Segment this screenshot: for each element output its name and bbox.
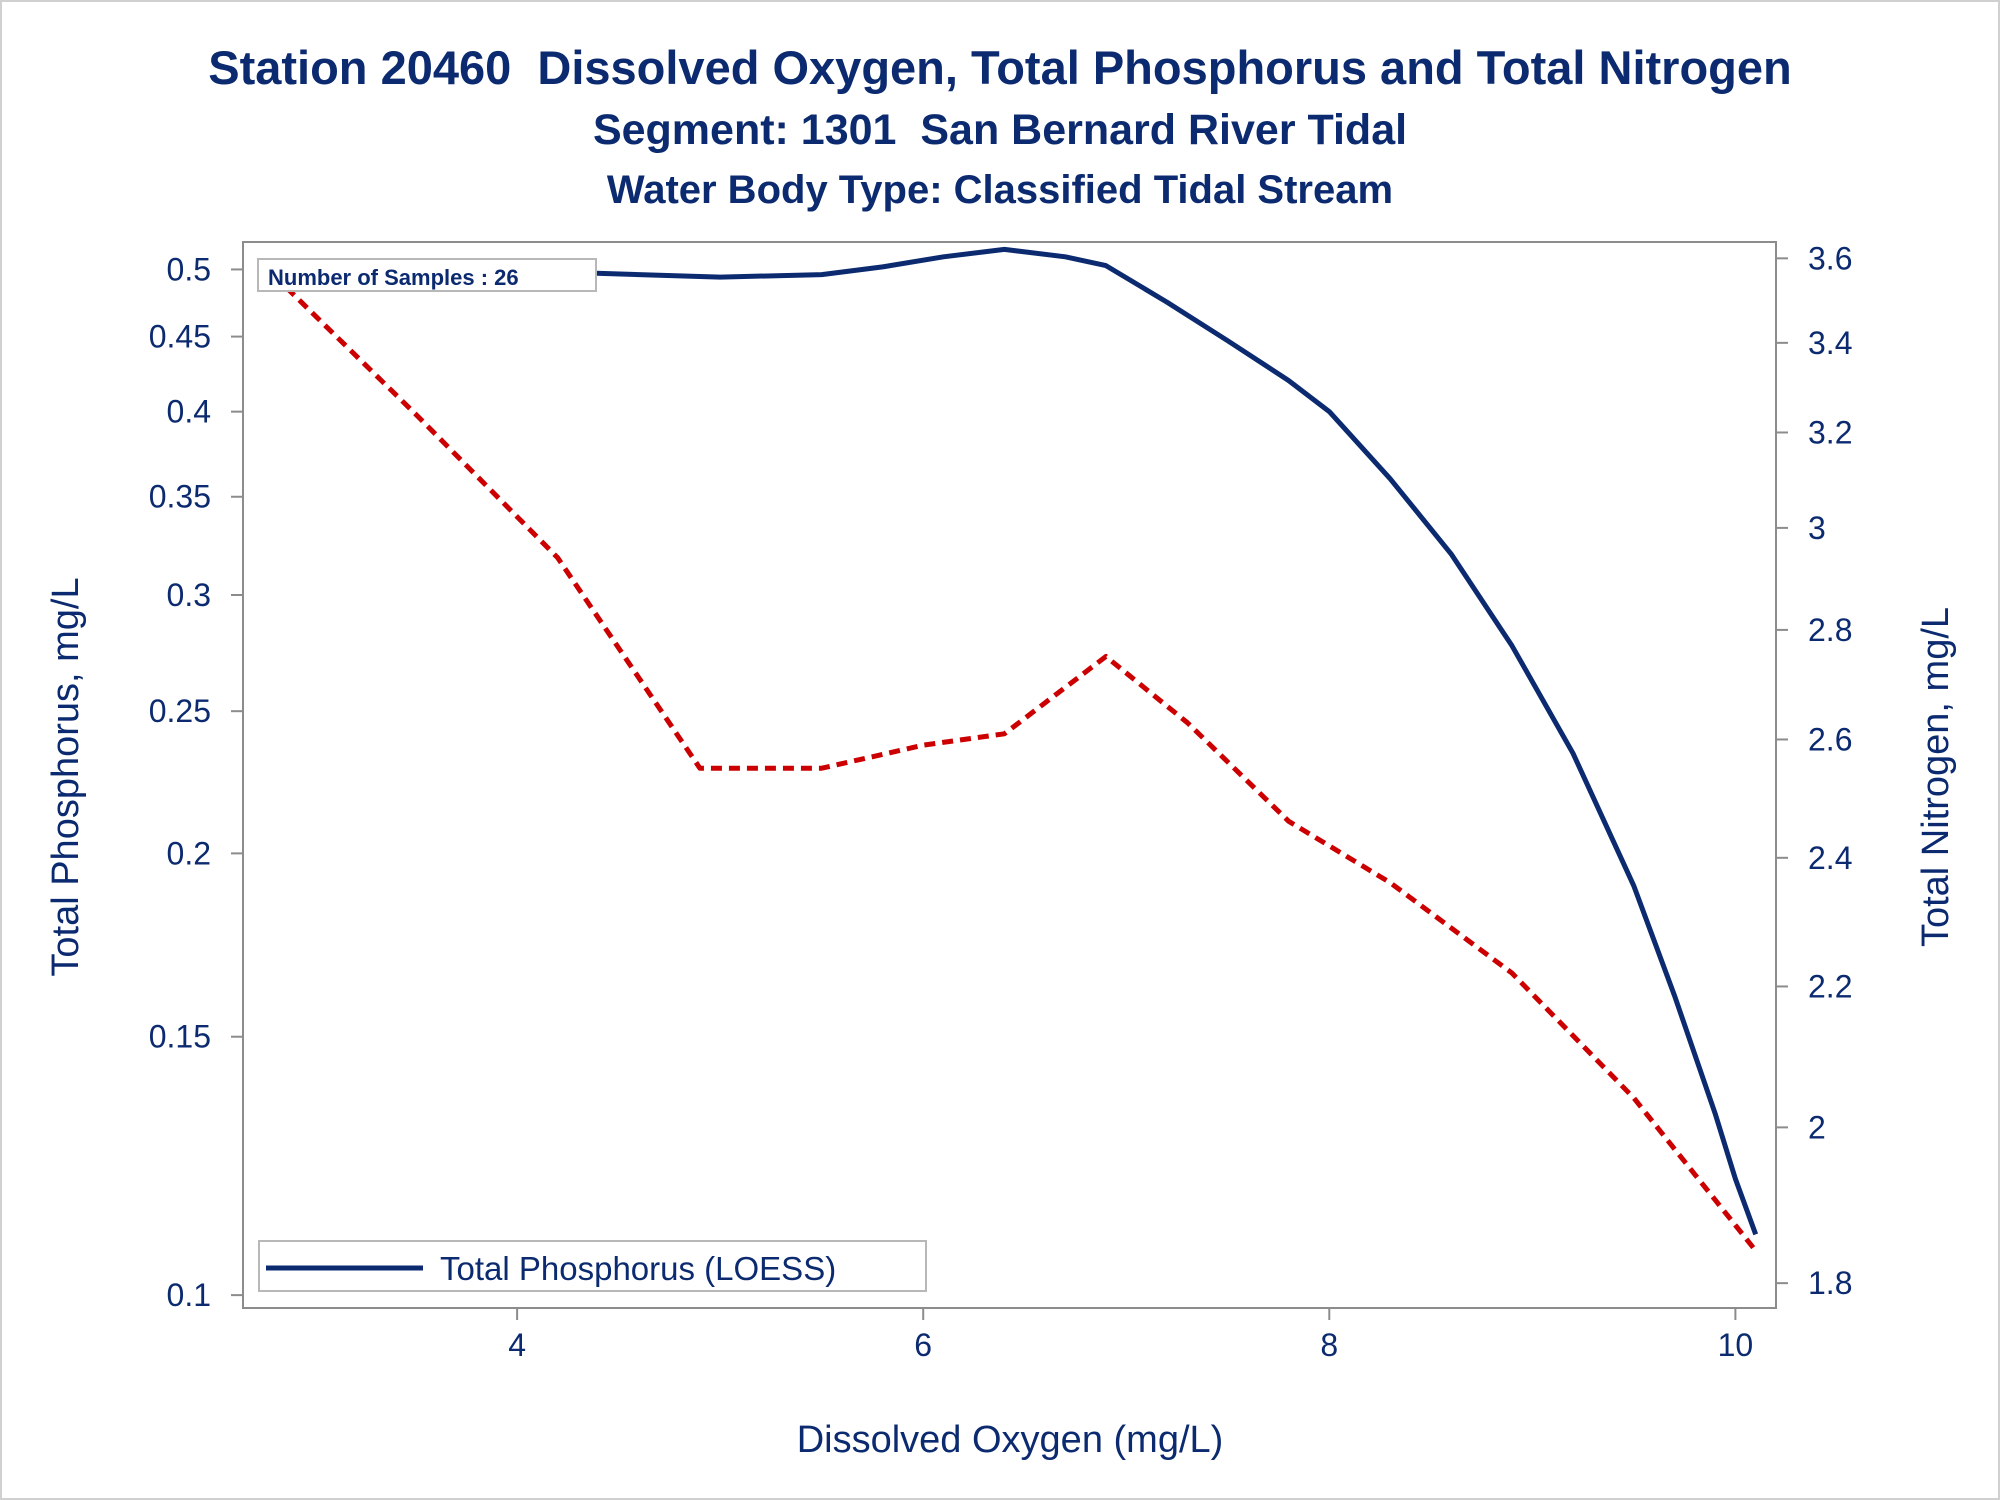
chart-subtitle-segment: Segment: 1301 San Bernard River Tidal <box>592 106 1408 154</box>
y2-tick-label: 2 <box>1808 1109 1826 1145</box>
y2-tick-label: 2.4 <box>1808 840 1852 876</box>
sample-count-inset: Number of Samples : 26 <box>257 258 597 292</box>
y2-tick-label: 2.6 <box>1808 721 1852 757</box>
y2-tick-label: 1.8 <box>1808 1265 1852 1301</box>
y-tick-label: 0.35 <box>149 479 211 515</box>
y2-tick-label: 3.2 <box>1808 414 1852 450</box>
y-tick-label: 0.25 <box>149 693 211 729</box>
y-tick-label: 0.15 <box>149 1019 211 1055</box>
x-tick-label: 4 <box>508 1327 526 1363</box>
sample-count-box <box>257 258 597 292</box>
y2-axis-label: Total Nitrogen, mg/L <box>1915 607 1957 947</box>
legend-label-phosphorus: Total Phosphorus (LOESS) <box>440 1250 836 1287</box>
series-line-phosphorus <box>273 246 1759 1236</box>
axes-layer: 4 6 8 10 0.1 0.15 0.2 0.25 0.3 0.35 0.4 0.45 0.5 1.8 2… <box>149 240 1853 1363</box>
y-tick-label: 0.1 <box>167 1277 211 1313</box>
y-tick-label: 0.4 <box>167 394 211 430</box>
sample-count-text: Number of Samples : 26 <box>268 265 519 290</box>
x-tick-label: 6 <box>914 1327 932 1363</box>
legend: Total Phosphorus (LOESS) <box>258 1240 927 1292</box>
y-axis-label: Total Phosphorus, mg/L <box>45 577 87 976</box>
y2-tick-label: 2.8 <box>1808 612 1852 648</box>
chart-title: Station 20460 Dissolved Oxygen, Total Ph… <box>208 41 1792 94</box>
series-layer <box>271 246 1759 1253</box>
y2-tick-label: 3.4 <box>1808 325 1852 361</box>
y-tick-label: 0.45 <box>149 319 211 355</box>
x-tick-label: 8 <box>1320 1327 1338 1363</box>
series-line-nitrogen <box>271 273 1758 1253</box>
x-axis-label: Dissolved Oxygen (mg/L) <box>797 1419 1224 1461</box>
chart-subtitle-waterbody: Water Body Type: Classified Tidal Stream <box>606 168 1394 212</box>
y2-tick-label: 3.6 <box>1808 240 1852 276</box>
y2-tick-label: 3 <box>1808 510 1826 546</box>
y2-tick-label: 2.2 <box>1808 968 1852 1004</box>
y-tick-label: 0.5 <box>167 251 211 287</box>
y-tick-label: 0.3 <box>167 577 211 613</box>
x-tick-label: 10 <box>1718 1327 1754 1363</box>
plot-area-border <box>242 241 1777 1309</box>
y-tick-label: 0.2 <box>167 835 211 871</box>
